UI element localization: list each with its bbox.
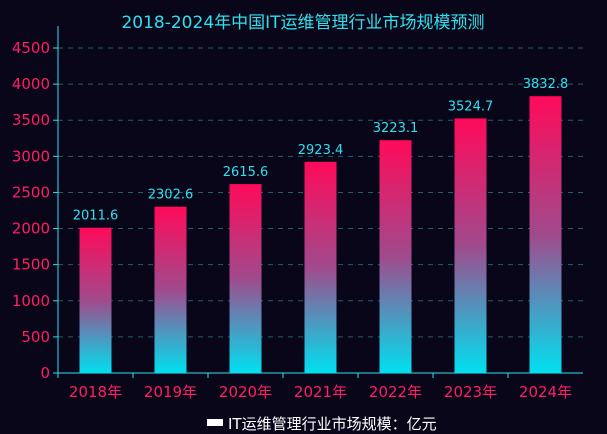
x-tick-label: 2019年 xyxy=(144,383,197,401)
legend-swatch xyxy=(207,419,223,426)
y-tick-label: 0 xyxy=(40,364,50,382)
bar-value-label: 2615.6 xyxy=(223,165,269,180)
bar-value-label: 2923.4 xyxy=(298,143,344,158)
bar-value-label: 3832.8 xyxy=(523,77,569,92)
bar xyxy=(79,227,112,373)
y-tick-label: 2500 xyxy=(12,183,50,201)
y-tick-label: 4500 xyxy=(12,39,50,57)
legend-label: IT运维管理行业市场规模：亿元 xyxy=(228,415,437,433)
x-tick-label: 2024年 xyxy=(519,383,572,401)
bar xyxy=(529,96,562,373)
value-labels: 2011.6 2302.6 2615.6 2923.4 3223.1 3524.7 3832… xyxy=(73,77,569,224)
bars xyxy=(79,96,562,374)
y-tick-label: 500 xyxy=(21,328,50,346)
bar-value-label: 2011.6 xyxy=(73,209,119,224)
y-tick-label: 2000 xyxy=(12,220,50,238)
legend: IT运维管理行业市场规模：亿元 xyxy=(207,415,437,433)
x-tick-label: 2022年 xyxy=(369,383,422,401)
y-tick-label: 4000 xyxy=(12,75,50,93)
tick-labels: 0 500 1000 1500 2000 2500 3000 3500 4000 4500 2018… xyxy=(12,39,572,401)
y-tick-label: 3000 xyxy=(12,147,50,165)
x-tick-label: 2018年 xyxy=(69,383,122,401)
x-tick-label: 2020年 xyxy=(219,383,272,401)
chart-title: 2018-2024年中国IT运维管理行业市场规模预测 xyxy=(121,13,484,33)
bar-value-label: 3524.7 xyxy=(448,99,494,114)
bar-value-label: 3223.1 xyxy=(373,121,419,136)
bar xyxy=(229,184,262,373)
x-tick-label: 2021年 xyxy=(294,383,347,401)
y-tick-label: 1000 xyxy=(12,292,50,310)
y-tick-label: 3500 xyxy=(12,111,50,129)
bar xyxy=(454,118,487,374)
bar xyxy=(379,140,412,373)
x-tick-label: 2023年 xyxy=(444,383,497,401)
bar xyxy=(304,161,337,373)
bar xyxy=(154,206,187,373)
bar-value-label: 2302.6 xyxy=(148,188,194,203)
y-tick-label: 1500 xyxy=(12,256,50,274)
